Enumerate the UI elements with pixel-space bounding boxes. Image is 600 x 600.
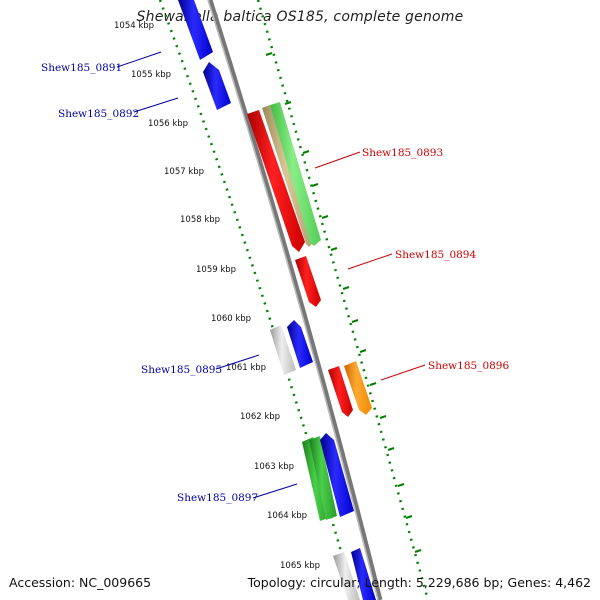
tick-label-1064: 1064 kbp [267,511,307,521]
gene-0890-arrow[interactable] [178,0,213,60]
tick-label-1058: 1058 kbp [180,215,220,225]
gene-0896a-arrow[interactable] [328,366,353,417]
gene-label-0892[interactable]: Shew185_0892 [58,108,139,120]
gene-0897-arrow[interactable] [309,436,337,520]
tick-label-1059: 1059 kbp [196,265,236,275]
gene-labels: Shew185_0891 Shew185_0892 Shew185_0893 S… [41,62,509,504]
gene-label-0893[interactable]: Shew185_0893 [362,147,443,159]
tick-label-1065: 1065 kbp [280,561,320,571]
callout-0894 [347,253,393,270]
callout-0895 [215,354,260,370]
callout-lines [116,51,426,499]
outer-dotted-track [256,0,430,600]
tick-label-1054: 1054 kbp [114,21,154,31]
tick-label-1062: 1062 kbp [240,412,280,422]
callout-0893 [314,151,361,169]
tick-label-1061: 1061 kbp [226,363,266,373]
tick-label-1056: 1056 kbp [148,119,188,129]
callout-0896 [380,364,426,381]
gene-0898-arrow[interactable] [320,433,354,517]
gene-features [178,0,376,600]
inner-dotted-track [158,0,357,600]
tick-labels: 1054 kbp 1055 kbp 1056 kbp 1057 kbp 1058… [114,21,320,571]
gene-0899a-arrow[interactable] [333,552,360,600]
gene-0896-arrow[interactable] [344,361,372,415]
gene-0899-arrow[interactable] [351,548,376,600]
tick-label-1063: 1063 kbp [254,462,294,472]
tick-label-1060: 1060 kbp [211,314,251,324]
gene-0895a-arrow[interactable] [270,325,296,375]
gene-0895-arrow[interactable] [287,320,313,368]
gene-0891-arrow[interactable] [203,62,231,110]
gene-label-0897[interactable]: Shew185_0897 [177,492,258,504]
callout-0892 [133,97,179,113]
genome-backbone-highlight [207,0,379,600]
gene-label-0894[interactable]: Shew185_0894 [395,249,476,261]
gene-label-0896[interactable]: Shew185_0896 [428,360,509,372]
accession-label: Accession: NC_009665 [9,575,152,590]
callout-0897 [252,483,298,499]
scale-ticks [265,52,422,553]
genome-backbone [207,0,383,600]
tick-label-1055: 1055 kbp [131,70,171,80]
callout-0891 [116,51,162,68]
gene-label-0895[interactable]: Shew185_0895 [141,364,222,376]
gene-0893-arrow[interactable] [247,110,305,252]
gene-0894-arrow[interactable] [295,256,321,307]
tick-label-1057: 1057 kbp [164,167,204,177]
gene-label-0891[interactable]: Shew185_0891 [41,62,122,74]
genome-summary: Topology: circular; Length: 5,229,686 bp… [247,575,591,590]
gene-0893c-arrow[interactable] [270,102,321,246]
